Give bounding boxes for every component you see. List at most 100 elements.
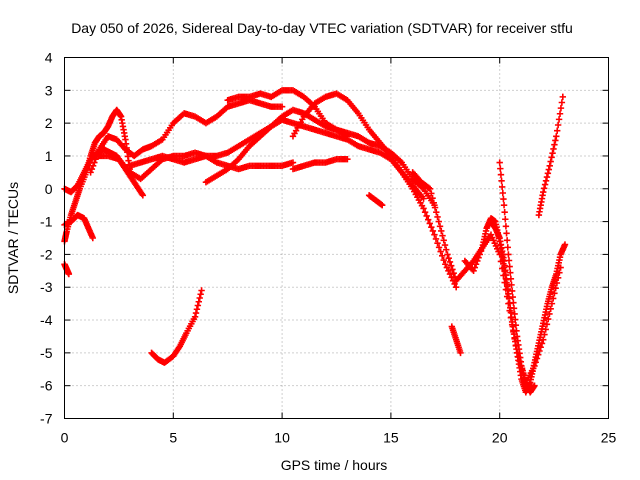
y-tick-label: 2 (45, 115, 53, 131)
plus-marker (440, 256, 447, 264)
plus-marker (510, 305, 518, 312)
series-arc-18 (535, 93, 567, 219)
series-arc-7 (126, 106, 351, 169)
plus-marker (554, 121, 562, 129)
plus-marker (504, 244, 511, 251)
plus-marker (512, 322, 520, 329)
plus-marker (510, 299, 517, 306)
plus-marker (551, 290, 558, 297)
x-axis-label: GPS time / hours (281, 457, 388, 473)
plus-marker (542, 177, 550, 185)
plus-marker (558, 99, 566, 106)
plus-marker (446, 270, 454, 278)
plus-marker (425, 184, 433, 192)
plus-marker (425, 216, 432, 223)
plus-marker (89, 162, 97, 169)
plus-marker (531, 382, 538, 389)
plus-marker (88, 165, 96, 173)
plus-marker (557, 104, 565, 112)
plus-marker (503, 237, 511, 244)
plus-marker (500, 201, 508, 209)
plus-marker (89, 234, 96, 242)
plus-marker (344, 156, 351, 163)
plus-marker (547, 158, 554, 165)
plus-marker (437, 248, 444, 255)
plus-marker (502, 216, 509, 223)
plus-marker (435, 244, 443, 251)
x-tick-labels: 0 5 10 15 20 25 (61, 430, 617, 446)
plus-marker (429, 227, 437, 235)
plus-marker (448, 262, 455, 269)
plus-marker (426, 220, 433, 227)
plus-marker (508, 281, 515, 289)
plus-marker (198, 287, 205, 294)
plus-marker (429, 194, 436, 202)
plus-marker (545, 166, 553, 173)
plus-marker (550, 145, 557, 153)
plus-marker (428, 224, 435, 231)
plus-marker (477, 247, 485, 255)
plus-marker (192, 309, 200, 317)
plus-marker (559, 93, 567, 101)
plus-marker (443, 264, 451, 271)
plus-marker (438, 227, 445, 235)
plus-marker (470, 267, 477, 275)
plus-marker (497, 165, 504, 172)
plus-marker (423, 212, 430, 220)
series-arc-1 (61, 261, 73, 278)
plus-marker (474, 257, 481, 265)
y-tick-label: 3 (45, 82, 53, 98)
plus-marker (434, 213, 441, 221)
plus-marker (512, 316, 519, 323)
plus-marker (546, 162, 553, 169)
plus-marker (428, 190, 435, 197)
plus-marker (197, 291, 204, 298)
plus-marker (196, 294, 203, 302)
series-arc-10 (289, 90, 460, 291)
y-tick-label: -6 (40, 378, 53, 394)
plus-marker (191, 313, 199, 320)
plus-marker (507, 269, 514, 276)
series-arc-13 (148, 287, 205, 366)
plus-marker (435, 218, 442, 225)
grid-lines (64, 57, 609, 419)
plus-marker (193, 306, 201, 313)
x-tick-label: 10 (274, 430, 290, 446)
plus-marker (471, 264, 479, 271)
plus-marker (434, 239, 441, 247)
plus-marker (503, 230, 510, 237)
chart-title: Day 050 of 2026, Sidereal Day-to-day VTE… (71, 20, 573, 36)
x-tick-label: 25 (601, 430, 617, 446)
plus-marker (544, 170, 552, 177)
plus-marker (509, 293, 516, 301)
series-arc-12 (365, 192, 386, 209)
plus-marker (441, 241, 449, 249)
plus-marker (543, 173, 551, 181)
plus-marker (438, 252, 446, 260)
plus-marker (426, 185, 434, 192)
plus-marker (444, 251, 451, 258)
plus-marker (457, 349, 464, 357)
x-tick-label: 5 (169, 430, 177, 446)
y-axis-label: SDTVAR / TECUs (5, 182, 21, 294)
plus-marker (194, 302, 202, 309)
series-arc-15 (448, 323, 464, 357)
plus-marker (548, 154, 555, 161)
series-arc-6 (93, 149, 297, 183)
plus-marker (430, 199, 437, 207)
plus-marker (450, 269, 457, 277)
plus-marker (549, 149, 556, 157)
plus-marker (497, 171, 505, 178)
plus-marker (195, 298, 202, 305)
plus-marker (449, 266, 456, 273)
plus-marker (436, 223, 444, 230)
series-arc-11 (289, 156, 351, 173)
plus-marker (505, 251, 512, 258)
series-arc-17 (496, 159, 538, 396)
plus-marker (476, 251, 484, 258)
plus-marker (452, 284, 460, 291)
x-tick-label: 20 (492, 430, 508, 446)
plus-marker (501, 209, 508, 216)
plus-marker (540, 185, 548, 192)
